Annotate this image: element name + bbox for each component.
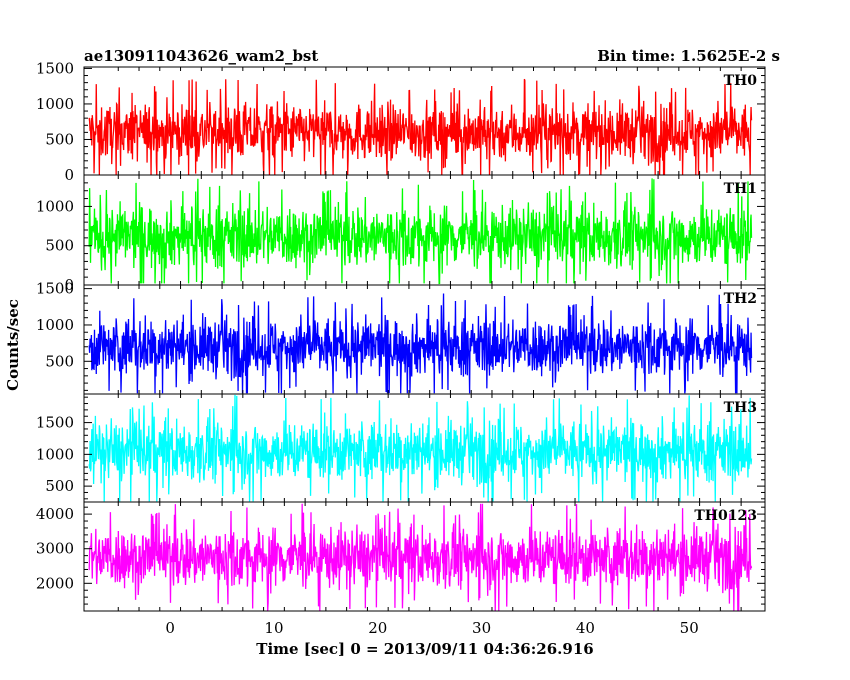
series-label-th2: TH2 (724, 291, 757, 307)
x-tick-label: 50 (680, 619, 699, 637)
x-axis-label: Time [sec] 0 = 2013/09/11 04:36:26.916 (256, 640, 593, 658)
x-tick-label: 20 (368, 619, 387, 637)
y-tick-label: 1500 (36, 280, 74, 298)
y-tick-label: 500 (45, 352, 74, 370)
y-axis-label: Counts/sec (4, 299, 22, 391)
series-label-th0123: TH0123 (694, 508, 757, 524)
chart-title-right: Bin time: 1.5625E-2 s (597, 47, 780, 65)
y-tick-label: 1000 (36, 445, 74, 463)
y-tick-label: 1500 (36, 414, 74, 432)
panel-frame-th0123 (83, 501, 766, 612)
x-tick-label: 40 (576, 619, 595, 637)
y-tick-label: 2000 (36, 574, 74, 592)
trace-th3 (88, 394, 753, 502)
series-traces (88, 78, 753, 611)
series-label-th3: TH3 (724, 400, 757, 416)
series-label-th0: TH0 (724, 73, 758, 89)
trace-th2 (88, 293, 753, 394)
x-tick-label: 30 (472, 619, 491, 637)
y-tick-label: 1000 (36, 316, 74, 334)
y-tick-label: 1000 (36, 197, 74, 215)
axis-ticks (84, 67, 765, 612)
y-tick-label: 1000 (36, 95, 74, 113)
y-tick-label: 1500 (36, 59, 74, 77)
y-tick-label: 0 (64, 276, 74, 294)
y-tick-label: 500 (45, 237, 74, 255)
x-tick-label: 0 (165, 619, 175, 637)
trace-th0 (88, 78, 753, 175)
y-tick-label: 0 (64, 166, 74, 184)
series-label-th1: TH1 (724, 181, 757, 197)
x-tick-label: 10 (264, 619, 283, 637)
trace-th1 (88, 178, 753, 285)
y-tick-label: 500 (45, 130, 74, 148)
axis-labels: ae130911043626_wam2_bst Bin time: 1.5625… (4, 47, 780, 658)
y-tick-label: 4000 (36, 505, 74, 523)
chart-title-left: ae130911043626_wam2_bst (84, 47, 318, 65)
trace-th0123 (88, 503, 753, 611)
y-tick-label: 3000 (36, 540, 74, 558)
y-tick-label: 500 (45, 477, 74, 495)
